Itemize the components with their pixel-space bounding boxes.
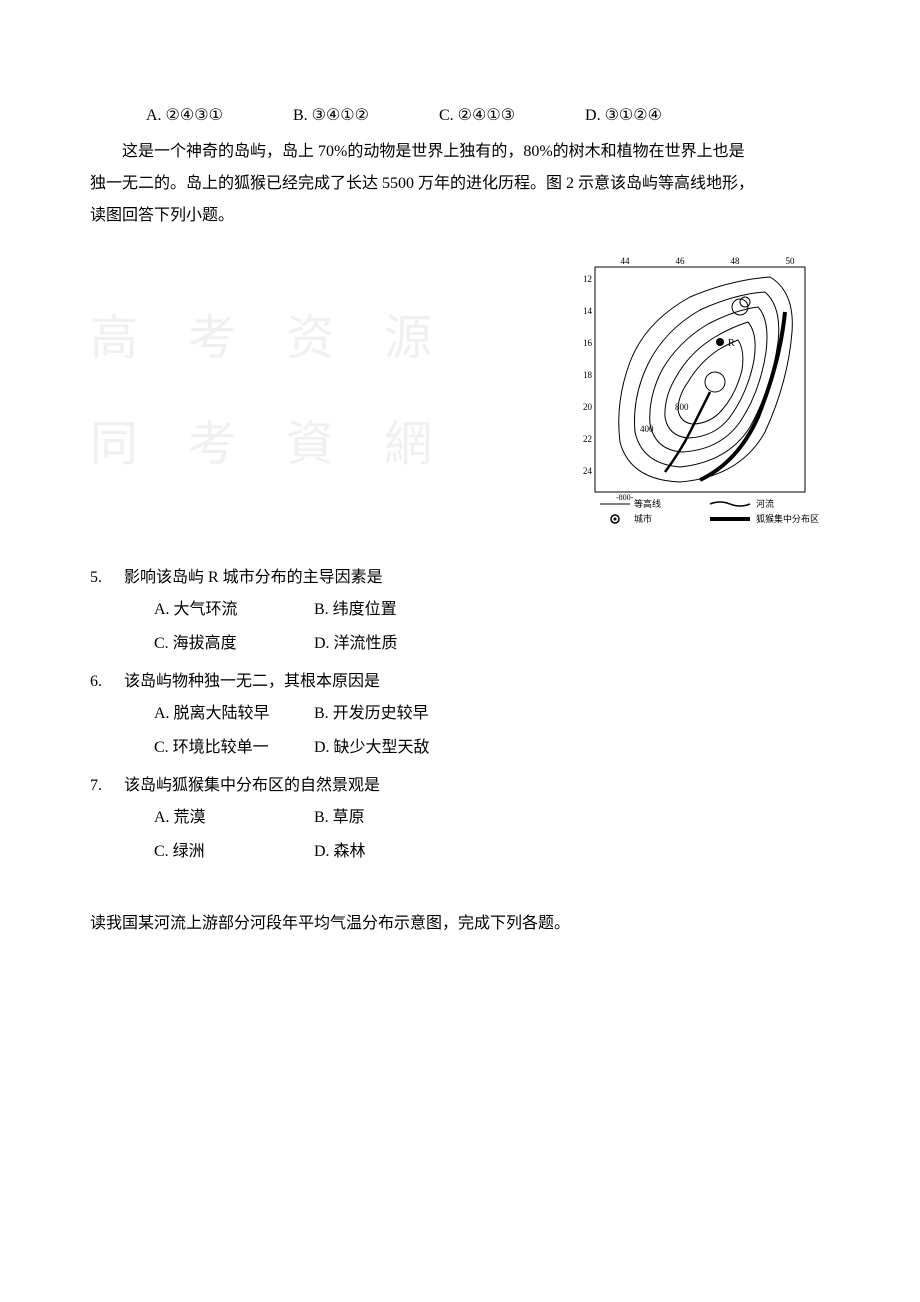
option-a: A. 大气环流 <box>154 594 314 626</box>
axis-label: 44 <box>621 256 631 266</box>
passage-line: 独一无二的。岛上的狐猴已经完成了长达 5500 万年的进化历程。图 2 示意该岛… <box>90 168 830 200</box>
watermark-char: 考 <box>188 291 246 387</box>
option-a: A. ②④③① <box>146 100 223 132</box>
legend-contour: 等高线 <box>634 498 661 509</box>
figure-row: 高 考 资 源 同 考 資 網 44 46 48 50 12 14 <box>90 252 830 532</box>
watermark-char: 资 <box>286 291 344 387</box>
question-number: 6. <box>90 666 124 764</box>
watermark-char: 源 <box>384 291 442 387</box>
axis-label: 16 <box>583 338 593 348</box>
question-number: 7. <box>90 770 124 868</box>
axis-label: 48 <box>731 256 741 266</box>
option-d: D. 缺少大型天敌 <box>314 732 474 764</box>
axis-label: 18 <box>583 370 593 380</box>
axis-label: 22 <box>583 434 592 444</box>
question-stem: 该岛屿狐猴集中分布区的自然景观是 <box>124 770 830 802</box>
option-a: A. 脱离大陆较早 <box>154 698 314 730</box>
axis-label: 20 <box>583 402 593 412</box>
axis-label: 46 <box>676 256 686 266</box>
axis-label: 50 <box>786 256 796 266</box>
legend-monkey: 狐猴集中分布区 <box>756 513 819 524</box>
passage-line: 这是一个神奇的岛屿，岛上 70%的动物是世界上独有的，80%的树木和植物在世界上… <box>90 136 830 168</box>
option-b: B. 开发历史较早 <box>314 698 474 730</box>
watermark-char: 資 <box>286 397 344 493</box>
contour-map: 44 46 48 50 12 14 16 18 20 22 24 <box>570 252 830 532</box>
question-5: 5. 影响该岛屿 R 城市分布的主导因素是 A. 大气环流 B. 纬度位置 C.… <box>90 562 830 660</box>
map-svg: 44 46 48 50 12 14 16 18 20 22 24 <box>570 252 830 532</box>
option-c: C. 海拔高度 <box>154 628 314 660</box>
watermark: 高 考 资 源 同 考 資 網 <box>90 291 570 493</box>
option-c: C. ②④①③ <box>439 100 515 132</box>
watermark-char: 考 <box>188 397 246 493</box>
passage-line: 读图回答下列小题。 <box>90 200 830 232</box>
option-b: B. 草原 <box>314 802 474 834</box>
option-d: D. ③①②④ <box>585 100 662 132</box>
question-stem: 该岛屿物种独一无二，其根本原因是 <box>124 666 830 698</box>
axis-label: 24 <box>583 466 593 476</box>
city-label-r: R <box>728 338 735 349</box>
option-c: C. 绿洲 <box>154 836 314 868</box>
legend-city: 城市 <box>634 513 652 524</box>
legend-river: 河流 <box>756 498 774 509</box>
question-7: 7. 该岛屿狐猴集中分布区的自然景观是 A. 荒漠 B. 草原 C. 绿洲 D.… <box>90 770 830 868</box>
option-b: B. 纬度位置 <box>314 594 474 626</box>
contour-label: 800 <box>675 402 689 412</box>
passage-2: 读我国某河流上游部分河段年平均气温分布示意图，完成下列各题。 <box>90 908 830 940</box>
question-stem: 影响该岛屿 R 城市分布的主导因素是 <box>124 562 830 594</box>
passage-1: 这是一个神奇的岛屿，岛上 70%的动物是世界上独有的，80%的树木和植物在世界上… <box>90 136 830 232</box>
question-6: 6. 该岛屿物种独一无二，其根本原因是 A. 脱离大陆较早 B. 开发历史较早 … <box>90 666 830 764</box>
option-d: D. 洋流性质 <box>314 628 474 660</box>
axis-label: 12 <box>583 274 592 284</box>
watermark-char: 網 <box>384 397 442 493</box>
option-c: C. 环境比较单一 <box>154 732 314 764</box>
top-options-row: A. ②④③① B. ③④①② C. ②④①③ D. ③①②④ <box>90 100 830 132</box>
watermark-char: 同 <box>90 397 148 493</box>
legend-800: -800- <box>616 493 634 502</box>
option-b: B. ③④①② <box>293 100 369 132</box>
option-a: A. 荒漠 <box>154 802 314 834</box>
axis-label: 14 <box>583 306 593 316</box>
option-d: D. 森林 <box>314 836 474 868</box>
question-number: 5. <box>90 562 124 660</box>
contour-label: 400 <box>640 424 654 434</box>
watermark-char: 高 <box>90 291 148 387</box>
